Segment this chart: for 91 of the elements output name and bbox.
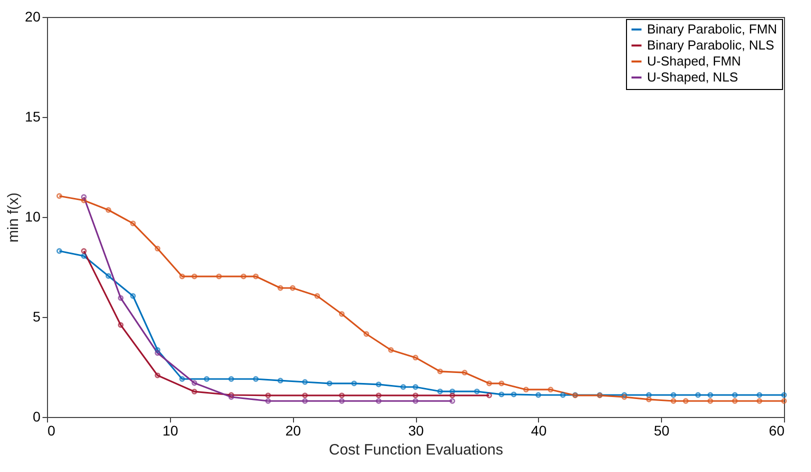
- x-tick-label: 10: [162, 422, 178, 438]
- point: [376, 398, 382, 404]
- point: [338, 398, 345, 404]
- point: [548, 386, 554, 392]
- point: [462, 370, 468, 376]
- point: [314, 293, 320, 299]
- point: [412, 392, 418, 398]
- point: [252, 376, 259, 382]
- point: [130, 293, 136, 299]
- y-tick-label: 20: [24, 8, 41, 24]
- point: [682, 398, 689, 404]
- point: [646, 392, 652, 398]
- point: [81, 198, 87, 204]
- point: [536, 392, 542, 398]
- point: [179, 274, 185, 280]
- point: [118, 322, 124, 328]
- point: [412, 384, 418, 390]
- point: [302, 379, 308, 385]
- point: [437, 388, 443, 394]
- x-tick-label: 20: [285, 422, 302, 438]
- point: [364, 331, 370, 337]
- point: [179, 376, 185, 382]
- point: [154, 372, 160, 378]
- point: [388, 347, 394, 353]
- point: [523, 386, 529, 392]
- point: [118, 295, 124, 301]
- point: [154, 246, 160, 252]
- point: [154, 350, 160, 356]
- legend-label: Binary Parabolic, NLS: [647, 38, 774, 52]
- point: [437, 368, 443, 374]
- legend-label: U-Shaped, FMN: [647, 54, 741, 68]
- point: [376, 382, 382, 388]
- point: [510, 392, 517, 398]
- point: [228, 376, 234, 382]
- point: [486, 380, 492, 386]
- point: [351, 380, 357, 386]
- legend-label: U-Shaped, NLS: [647, 70, 738, 84]
- point: [240, 274, 246, 280]
- point: [278, 378, 284, 384]
- x-tick-label: 40: [531, 422, 547, 438]
- y-axis-title: min f(x): [4, 192, 22, 242]
- point: [498, 392, 504, 398]
- x-tick-label: 0: [48, 422, 56, 438]
- point: [695, 392, 701, 398]
- point: [400, 384, 406, 390]
- point: [326, 380, 332, 386]
- point: [670, 398, 676, 404]
- point: [106, 273, 112, 279]
- y-tick-label: 0: [32, 408, 41, 424]
- point: [670, 392, 676, 398]
- point: [732, 392, 738, 398]
- point: [338, 392, 345, 398]
- point: [154, 347, 160, 353]
- point: [707, 392, 714, 398]
- y-tick-label: 10: [24, 208, 41, 224]
- point: [707, 398, 714, 404]
- point: [81, 253, 87, 259]
- point: [216, 274, 222, 280]
- point: [732, 398, 738, 404]
- point: [302, 398, 308, 404]
- point: [560, 392, 566, 398]
- x-tick-label: 50: [654, 422, 670, 438]
- y-tick-label: 5: [32, 308, 41, 324]
- point: [204, 376, 210, 382]
- x-tick-label: 60: [768, 422, 785, 438]
- point: [130, 220, 136, 226]
- point: [756, 398, 762, 404]
- y-tick-label: 15: [24, 108, 41, 124]
- point: [278, 285, 284, 291]
- point: [474, 388, 480, 394]
- x-axis-title: Cost Function Evaluations: [328, 442, 504, 458]
- point: [450, 388, 456, 394]
- point: [412, 354, 418, 360]
- point: [192, 380, 198, 386]
- point: [265, 392, 271, 398]
- point: [265, 398, 271, 404]
- point: [376, 392, 382, 398]
- point: [192, 388, 198, 394]
- point: [756, 392, 762, 398]
- point: [338, 311, 345, 317]
- point: [290, 285, 296, 291]
- point: [302, 392, 308, 398]
- x-tick-label: 30: [408, 422, 424, 438]
- point: [498, 380, 504, 386]
- point: [450, 392, 456, 398]
- point: [412, 398, 418, 404]
- point: [106, 207, 112, 213]
- point: [252, 274, 259, 280]
- point: [192, 274, 198, 280]
- point: [646, 396, 652, 402]
- legend-label: Binary Parabolic, FMN: [647, 22, 778, 36]
